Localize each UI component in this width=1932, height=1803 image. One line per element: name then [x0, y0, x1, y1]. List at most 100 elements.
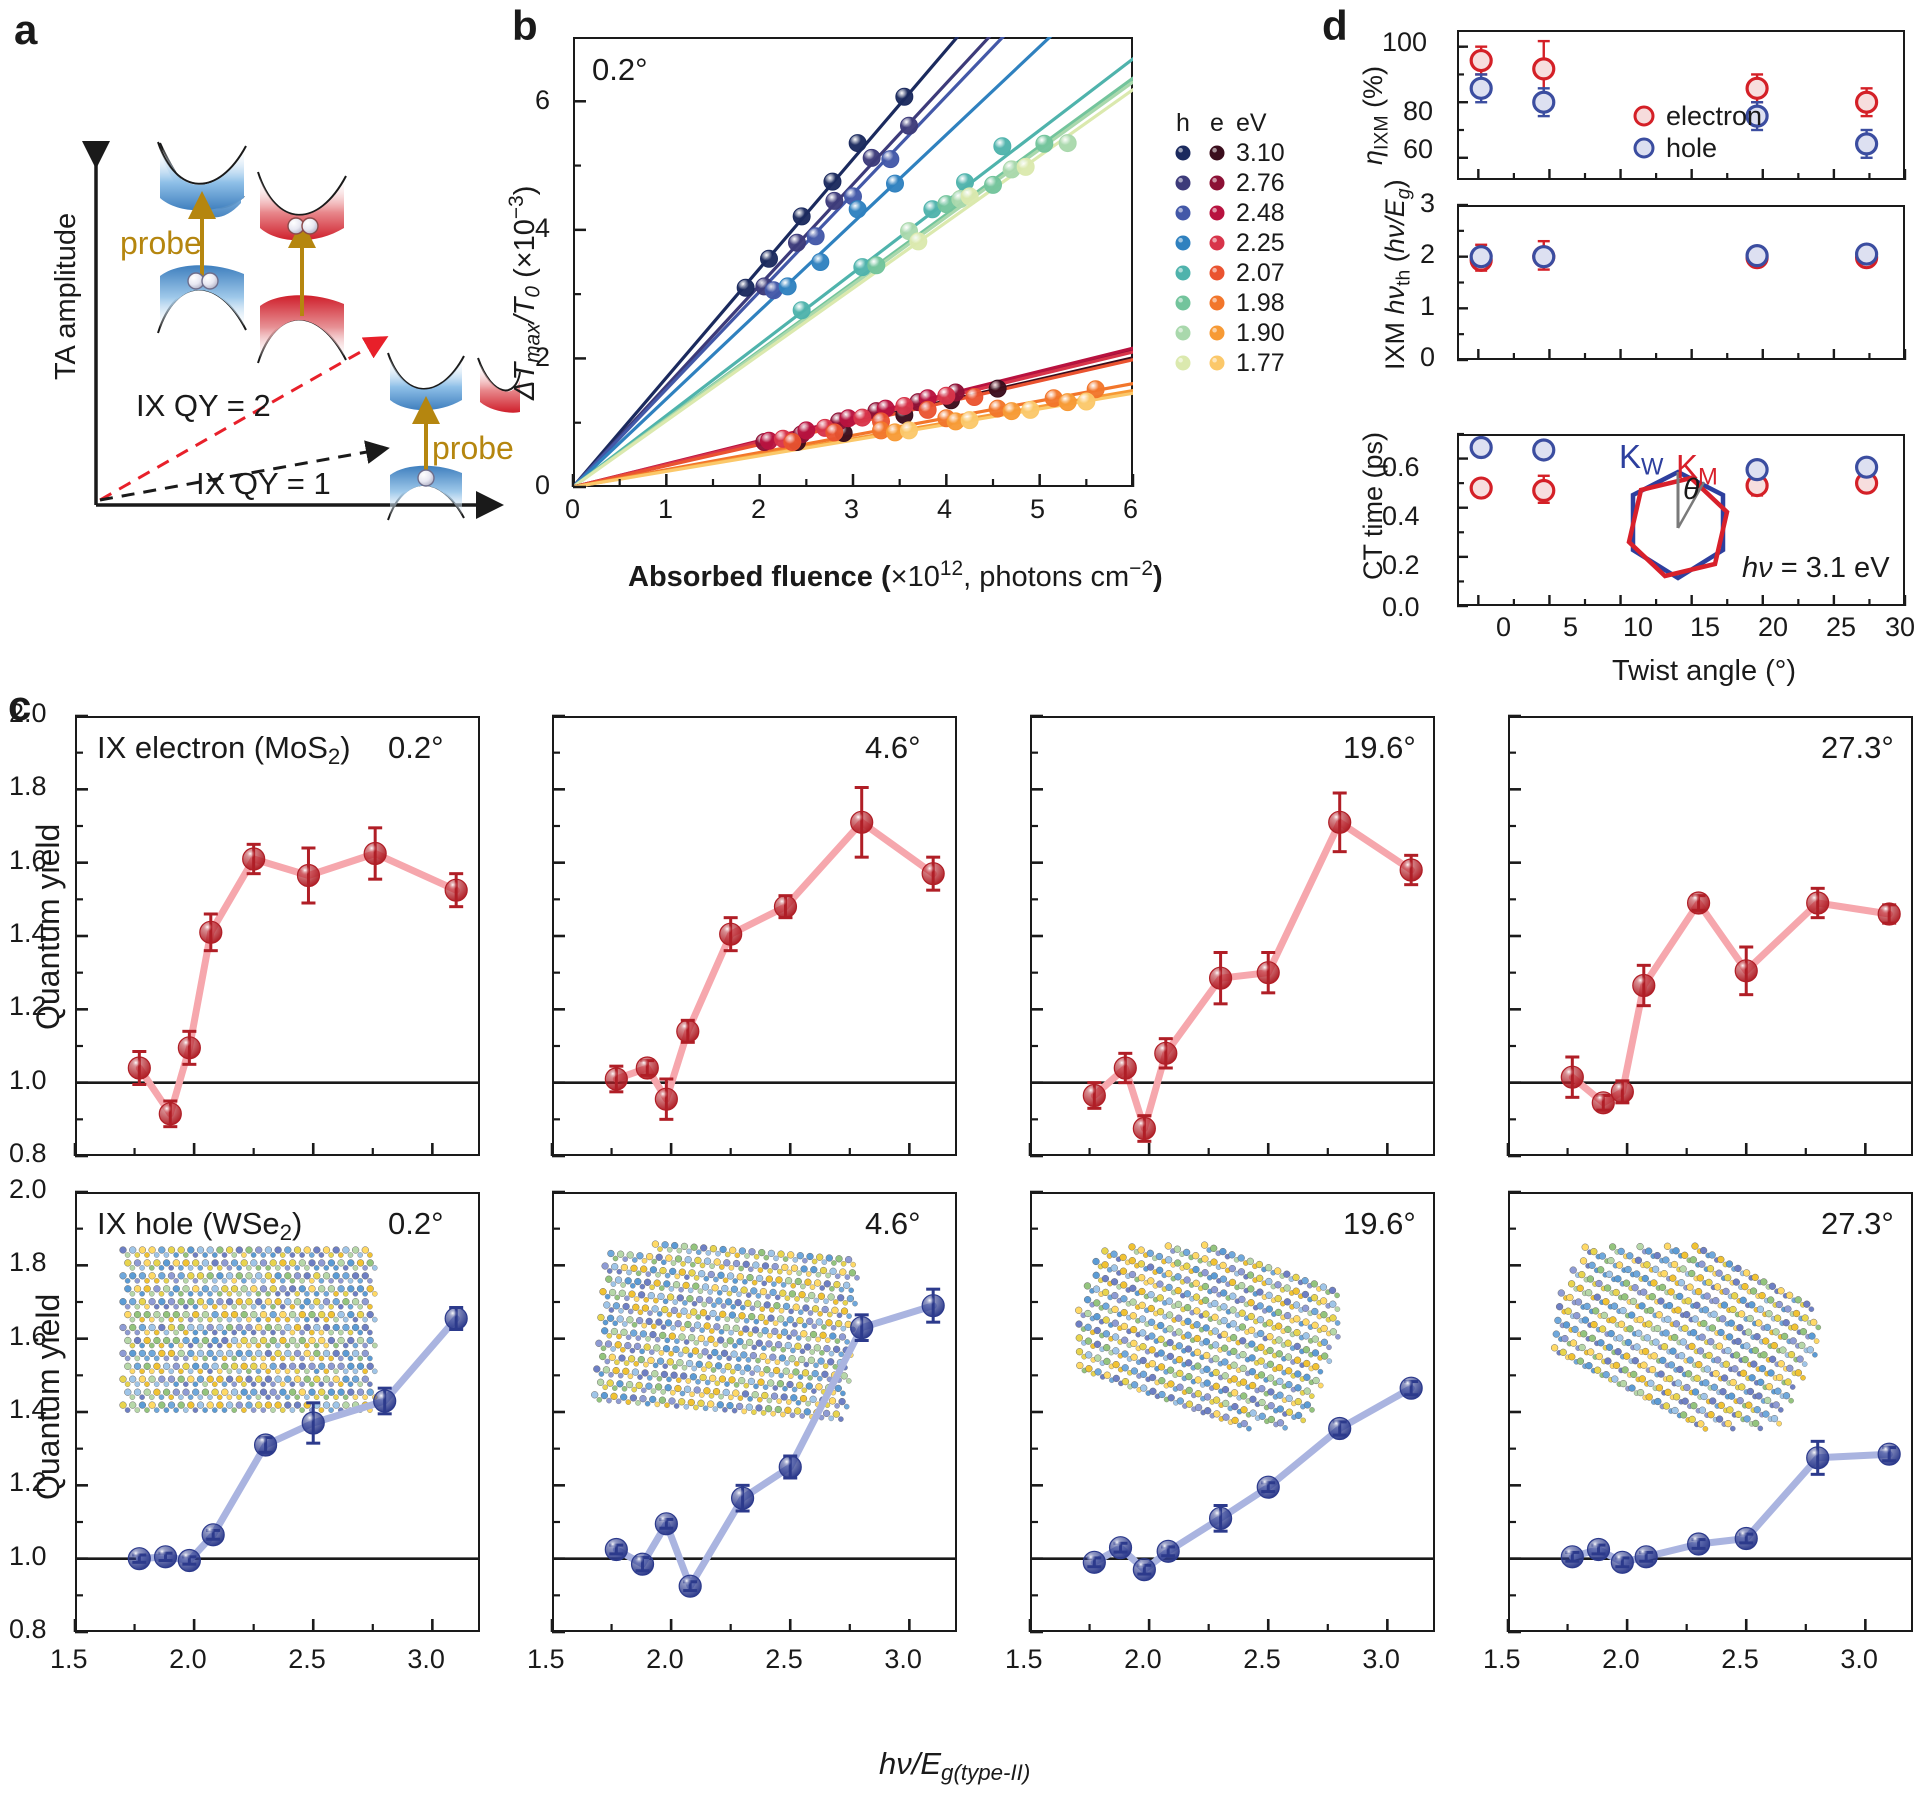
panel-d-theta-label: θ [1683, 473, 1700, 506]
panel-c-ytick-label: 2.0 [9, 1174, 47, 1204]
panel-d-s2-ytick-2: 2 [1420, 239, 1436, 269]
panel-c-subplot-chart [75, 826, 480, 1129]
panel-c-ytick-label: 1.8 [9, 771, 47, 802]
panel-c-row-title: IX hole (WSe2) [97, 1206, 303, 1246]
panel-b-ytick-6: 6 [535, 85, 551, 115]
panel-c-ylabel-top: Quantum yield [30, 823, 66, 1030]
panel-d-s3-ytick-02: 0.2 [1382, 550, 1420, 580]
panel-a-letter: a [14, 6, 38, 53]
panel-c-subplot-ticks [1028, 714, 1389, 1158]
panel-c-ytick-label: 0.8 [9, 1138, 47, 1168]
panel-c-xtick-label: 1.5 [527, 1644, 565, 1674]
panel-d-s1-ytick-60: 60 [1403, 134, 1434, 164]
panel-c-subplot-ticks [550, 1190, 911, 1634]
panel-c-ytick-label: 1.2 [9, 991, 47, 1022]
panel-b-letter: b [512, 2, 538, 49]
panel-d-subplot-1-chart [1469, 39, 1879, 159]
panel-d-xlabel: Twist angle (°) [1612, 655, 1797, 687]
legend-energy-value: 2.76 [1236, 168, 1285, 197]
panel-c-xtick-label: 2.5 [765, 1644, 803, 1674]
legend-row: 2.07 [1166, 258, 1296, 288]
panel-d-s2-ylabel: IXM hνth (hν/Eg) [1380, 179, 1415, 370]
panel-a-diagram [82, 141, 521, 521]
legend-row: 1.77 [1166, 348, 1296, 378]
legend-h-marker [1166, 234, 1200, 252]
legend-h-marker [1166, 354, 1200, 372]
panel-d-km-label: KM [1676, 448, 1718, 491]
panel-d-s2-ytick-0: 0 [1420, 342, 1436, 372]
panel-c-xlabel: hν/Eg(type-II) [879, 1746, 1031, 1786]
panel-c-angle-label: 0.2° [388, 1206, 444, 1241]
legend-header-h: h [1176, 108, 1190, 137]
legend-h-marker [1166, 144, 1200, 162]
legend-hole-marker [1633, 137, 1655, 159]
panel-c-subplot-chart [1030, 1241, 1435, 1582]
panel-c-angle-label: 27.3° [1821, 730, 1894, 765]
panel-b-xtick-1: 1 [658, 494, 674, 524]
panel-d-s1-ytick-100: 100 [1382, 27, 1428, 57]
legend-e-marker [1200, 144, 1234, 162]
panel-d-subplot-2-ticks [1457, 203, 1907, 362]
panel-c-angle-label: 27.3° [1821, 1206, 1894, 1241]
panel-c-xtick-label: 2.5 [1721, 1644, 1759, 1674]
panel-c-subplot-chart [1030, 791, 1435, 1143]
legend-h-marker [1166, 174, 1200, 192]
panel-d-subplot-3-chart [1469, 435, 1879, 505]
legend-energy-value: 1.98 [1236, 288, 1285, 317]
panel-d-s2-ytick-1: 1 [1420, 291, 1436, 321]
legend-electron-label: electron [1666, 100, 1763, 131]
panel-c-subplot-ticks [1506, 714, 1867, 1158]
panel-d-s3-ytick-04: 0.4 [1382, 501, 1420, 531]
legend-e-marker [1200, 324, 1234, 342]
panel-d-brillouin-inset [1626, 469, 1730, 581]
panel-b-ytick-4: 4 [535, 213, 551, 243]
legend-e-marker [1200, 294, 1234, 312]
panel-c-xtick-label: 2.5 [1243, 1644, 1281, 1674]
panel-c-xtick-label: 1.5 [1005, 1644, 1043, 1674]
panel-d-s1-ylabel: ηIXM (%) [1358, 65, 1393, 165]
panel-c-angle-label: 0.2° [388, 730, 444, 765]
panel-c-ytick-label: 1.4 [9, 1394, 47, 1424]
panel-c-subplot-chart [552, 1240, 957, 1598]
legend-row: 3.10 [1166, 138, 1296, 168]
panel-d-subplot-1-frame [1457, 30, 1905, 180]
panel-b-xtick-3: 3 [844, 494, 860, 524]
panel-d-s3-ytick-00: 0.0 [1382, 592, 1420, 622]
panel-d-subplot-3-ticks [1457, 432, 1907, 608]
panel-c-xtick-label: 3.0 [884, 1644, 922, 1674]
panel-c-xtick-label: 2.0 [646, 1644, 684, 1674]
panel-a [0, 0, 521, 560]
panel-c-ytick-label: 1.8 [9, 1247, 47, 1278]
panel-d-subplot-2-chart [1469, 239, 1879, 272]
panel-a-probe-right-label: probe [432, 430, 514, 466]
panel-c-subplot-chart [75, 1246, 480, 1573]
panel-c-letter: c [8, 682, 32, 729]
legend-electron-marker [1633, 105, 1655, 127]
panel-c-ytick-label: 1.0 [9, 1064, 47, 1095]
panel-d-xtick-20: 20 [1758, 612, 1789, 642]
panel-c-xtick-label: 3.0 [1840, 1644, 1878, 1674]
panel-c-angle-label: 4.6° [865, 1206, 921, 1241]
panel-c-xtick-label: 2.0 [169, 1644, 207, 1674]
panel-c-subplot-ticks [73, 1190, 434, 1634]
legend-hole-label: hole [1666, 132, 1718, 163]
panel-c-ytick-label: 0.8 [9, 1614, 47, 1644]
legend-row: 1.90 [1166, 318, 1296, 348]
panel-d-legend: electron hole [1632, 100, 1762, 164]
panel-c-subplot-ticks [73, 714, 434, 1158]
panel-c-xtick-label: 3.0 [1362, 1644, 1400, 1674]
panel-d-s3-ytick-06: 0.6 [1382, 452, 1420, 482]
panel-d-xtick-0: 0 [1496, 612, 1512, 642]
panel-c-ytick-label: 1.0 [9, 1540, 47, 1571]
legend-e-marker [1200, 354, 1234, 372]
panel-d-s2-ytick-3: 3 [1420, 188, 1436, 218]
panel-c-ytick-label: 1.6 [9, 844, 47, 875]
panel-b-ytick-2: 2 [535, 342, 551, 372]
panel-b-ytick-0: 0 [535, 470, 551, 500]
panel-c-xtick-label: 1.5 [1483, 1644, 1521, 1674]
legend-header-e: e [1210, 108, 1224, 137]
legend-e-marker [1200, 264, 1234, 282]
panel-c-xtick-label: 1.5 [50, 1644, 88, 1674]
panel-c-subplot-chart [1508, 886, 1913, 1115]
panel-b-angle-label: 0.2° [592, 52, 648, 87]
